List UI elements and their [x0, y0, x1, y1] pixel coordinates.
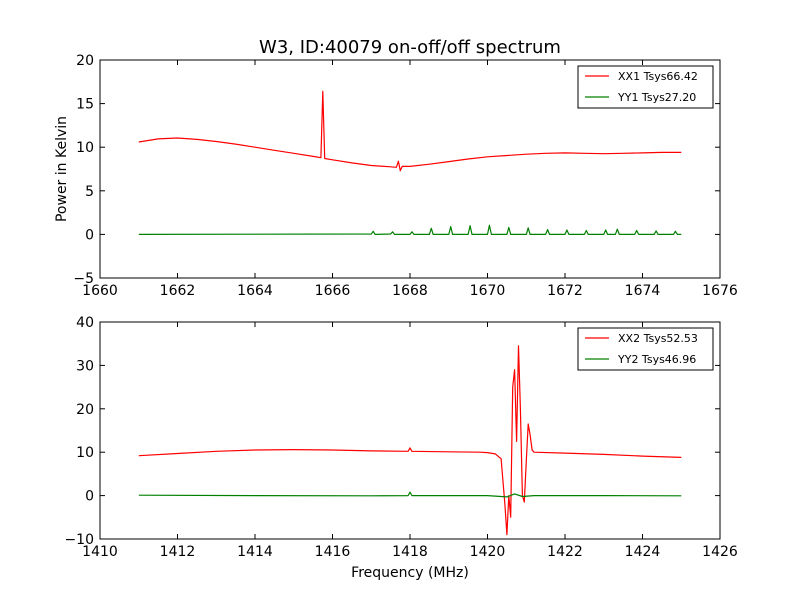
legend-label-xx2: XX2 Tsys52.53 — [618, 332, 698, 345]
bottom-x-tick-label: 1418 — [392, 544, 428, 560]
top-x-tick-label: 1676 — [702, 283, 738, 299]
top-y-tick-label: 10 — [76, 140, 94, 156]
bottom-y-tick-label: −10 — [64, 532, 94, 548]
legend-label-yy2: YY2 Tsys46.96 — [617, 353, 696, 366]
bottom-legend: XX2 Tsys52.53 YY2 Tsys46.96 — [577, 327, 714, 371]
bottom-x-tick-label: 1414 — [237, 544, 273, 560]
bottom-legend-box — [577, 327, 714, 371]
bottom-y-tick-label: 30 — [76, 358, 94, 374]
top-series-line-1 — [138, 224, 682, 235]
top-x-tick-label: 1660 — [82, 283, 118, 299]
top-x-tick-label: 1662 — [160, 283, 196, 299]
bottom-y-tick-label: 40 — [76, 315, 94, 331]
bottom-y-tick-label: 10 — [76, 445, 94, 461]
bottom-y-tick-label: 0 — [85, 489, 94, 505]
top-x-tick-label: 1674 — [625, 283, 661, 299]
bottom-x-tick-label: 1424 — [625, 544, 661, 560]
x-axis-label-bottom: Frequency (MHz) — [351, 565, 469, 581]
bottom-x-tick-label: 1420 — [470, 544, 506, 560]
top-x-tick-label: 1670 — [470, 283, 506, 299]
y-axis-label-top: Power in Kelvin — [54, 116, 70, 222]
bottom-series-line-1 — [138, 491, 682, 498]
chart-title: W3, ID:40079 on-off/off spectrum — [259, 37, 561, 58]
bottom-x-tick-label: 1416 — [315, 544, 351, 560]
top-x-tick-label: 1666 — [315, 283, 351, 299]
top-y-tick-label: −5 — [73, 271, 94, 287]
bottom-x-tick-label: 1410 — [82, 544, 118, 560]
top-y-tick-label: 20 — [76, 53, 94, 69]
top-legend: XX1 Tsys66.42 YY1 Tsys27.20 — [577, 65, 714, 109]
top-x-tick-label: 1664 — [237, 283, 273, 299]
top-series-line-0 — [138, 90, 682, 172]
bottom-x-tick-label: 1426 — [702, 544, 738, 560]
bottom-x-tick-label: 1412 — [160, 544, 196, 560]
top-x-tick-label: 1672 — [547, 283, 583, 299]
top-x-tick-label: 1668 — [392, 283, 428, 299]
legend-label-yy1: YY1 Tsys27.20 — [617, 91, 696, 104]
bottom-y-tick-label: 20 — [76, 402, 94, 418]
bottom-x-tick-label: 1422 — [547, 544, 583, 560]
top-y-tick-label: 15 — [76, 97, 94, 113]
legend-label-xx1: XX1 Tsys66.42 — [618, 70, 698, 83]
top-y-tick-label: 5 — [85, 184, 94, 200]
bottom-panel: 1410 1412 1414 1416 1418 1420 1422 1424 1426 −10 0… — [64, 315, 737, 560]
top-legend-box — [577, 65, 714, 109]
top-y-tick-label: 0 — [85, 227, 94, 243]
top-panel: 1660 1662 1664 1666 1668 1670 1672 1674 1676 −5 0 5… — [73, 53, 738, 299]
